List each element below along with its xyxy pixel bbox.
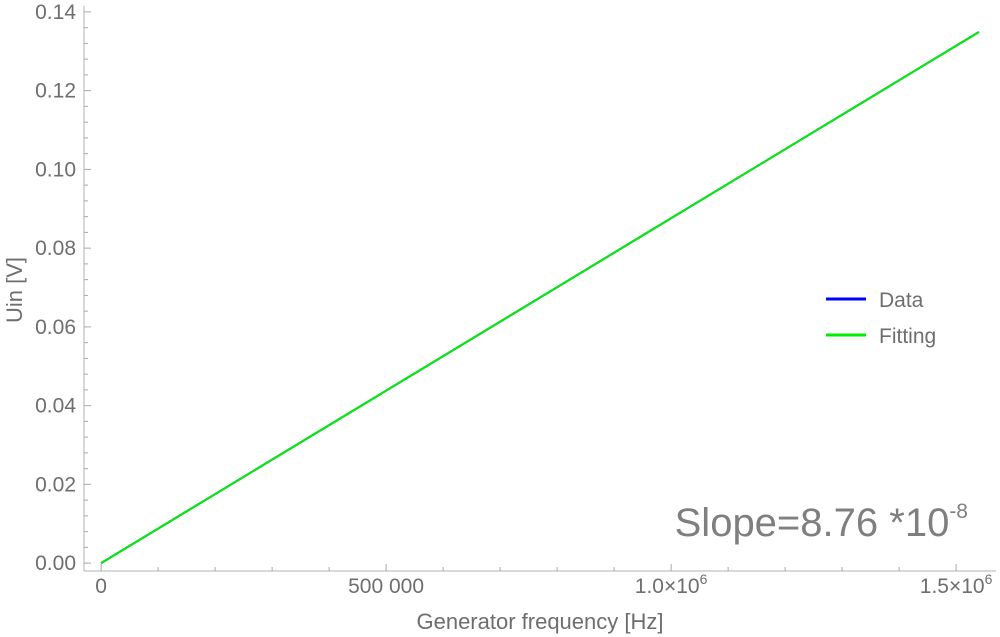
x-axis-ticks: 0 500 000 1.0×106 1.5×106 [95,564,993,598]
y-tick-label: 0.14 [35,1,76,24]
x-tick-label-exponent: 6 [985,571,993,587]
x-axis-title: Generator frequency [Hz] [416,609,663,634]
y-tick-label: 0.04 [35,395,76,418]
y-tick-label: 0.06 [35,316,76,339]
y-tick-label: 0.12 [35,80,76,103]
slope-annotation-exponent: -8 [949,500,968,523]
series-lines [100,31,980,564]
x-tick-label: 0 [95,575,107,598]
series-line-fitting [100,31,980,564]
x-tick-label-base: 0 [95,575,107,598]
y-tick-label: 0.10 [35,158,76,181]
x-tick-label: 1.5×106 [920,571,993,598]
x-tick-label-base: 500 000 [348,575,424,598]
x-tick-label: 500 000 [348,575,424,598]
slope-annotation: Slope=8.76 *10-8 [675,500,968,545]
x-tick-label-base: 1.0×10 [635,575,700,598]
y-tick-label: 0.08 [35,237,76,260]
x-tick-label-base: 1.5×10 [920,575,985,598]
legend-label-data: Data [879,289,924,312]
y-axis-title: Uin [V] [2,257,27,323]
plot-frame [83,6,996,572]
legend-label-fitting: Fitting [879,325,936,348]
x-tick-label: 1.0×106 [635,571,708,598]
legend: Data Fitting [826,289,936,348]
y-tick-label: 0.02 [35,473,76,496]
slope-annotation-base: Slope=8.76 *10 [675,501,950,545]
y-axis-ticks: 0.00 0.02 0.04 0.06 0.08 0.10 0.12 0.14 [35,1,91,575]
y-tick-label: 0.00 [35,552,76,575]
x-tick-label-exponent: 6 [700,571,708,587]
